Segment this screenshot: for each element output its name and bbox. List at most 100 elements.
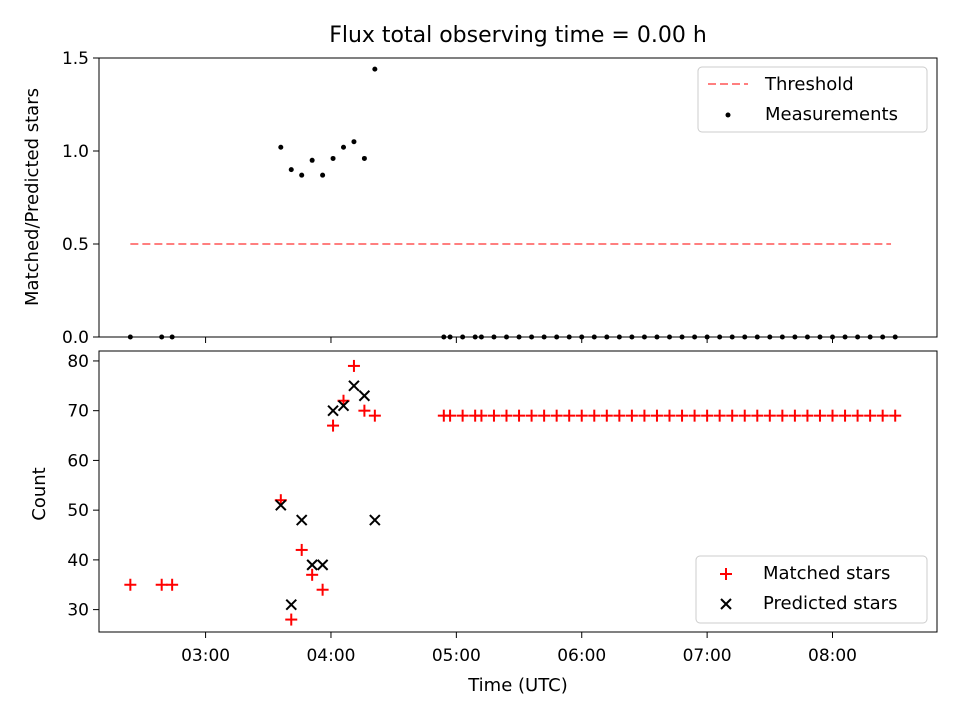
matched-star-point — [713, 409, 726, 422]
threshold-legend-label: Threshold — [764, 74, 854, 95]
matched-star-point — [487, 409, 500, 422]
matched-star-point — [701, 409, 714, 422]
bottom-x-tick-label: 04:00 — [306, 646, 355, 666]
matched-star-point — [663, 409, 676, 422]
predicted-star-point — [358, 390, 371, 402]
matched-star-point — [525, 409, 538, 422]
matched-legend-swatch — [720, 568, 732, 580]
top-y-tick-label: 1.5 — [62, 49, 89, 69]
bottom-x-tick-label: 08:00 — [808, 646, 857, 666]
matched-star-point — [456, 409, 469, 422]
matched-star-point — [650, 409, 663, 422]
predicted-star-point — [296, 514, 308, 526]
bottom-x-ticks: 03:00 04:00 05:00 06:00 07:00 08:00 — [181, 632, 857, 666]
predicted-star-point — [275, 499, 287, 511]
top-y-tick-label: 1.0 — [62, 142, 89, 162]
matched-legend-label: Matched stars — [763, 563, 890, 584]
matched-star-point — [513, 409, 526, 422]
matched-star-point — [563, 409, 576, 422]
bottom-x-tick-label: 06:00 — [557, 646, 606, 666]
bottom-y-tick-label: 60 — [67, 451, 89, 471]
top-y-ticks: 0.0 0.5 1.0 1.5 — [62, 49, 99, 348]
bottom-y-tick-label: 80 — [67, 352, 89, 372]
bottom-x-tick-label: 03:00 — [181, 646, 230, 666]
predicted-star-point — [348, 380, 360, 392]
predicted-legend-label: Predicted stars — [763, 593, 897, 614]
matched-star-point — [600, 409, 613, 422]
matched-star-point — [776, 409, 789, 422]
measurements-legend-swatch — [725, 112, 731, 118]
matched-star-point — [688, 409, 701, 422]
matched-star-point — [638, 409, 651, 422]
bottom-axes-frame — [98, 350, 938, 633]
matched-star-point — [347, 359, 360, 372]
measurement-point — [351, 139, 357, 145]
matched-star-point — [444, 409, 457, 422]
matched-star-point — [316, 583, 329, 596]
measurement-point — [330, 155, 336, 161]
matched-star-point — [876, 409, 889, 422]
bottom-y-tick-label: 50 — [67, 501, 89, 521]
matched-star-point — [538, 409, 551, 422]
bottom-y-ticks: 30 40 50 60 70 80 — [67, 352, 99, 621]
matched-star-point — [155, 578, 168, 591]
top-legend-frame — [697, 66, 928, 133]
bottom-y-tick-label: 30 — [67, 601, 89, 621]
matched-star-point — [358, 404, 371, 417]
predicted-star-point — [369, 514, 381, 526]
top-y-axis-label: Matched/Predicted stars — [22, 88, 43, 306]
measurement-point — [361, 155, 367, 161]
matched-star-point — [738, 409, 751, 422]
matched-star-point — [826, 409, 839, 422]
matched-star-point — [801, 409, 814, 422]
matched-star-point — [839, 409, 852, 422]
bottom-y-axis-label: Count — [29, 467, 50, 520]
matched-star-point — [575, 409, 588, 422]
matched-star-point — [676, 409, 689, 422]
matched-star-point — [751, 409, 764, 422]
predicted-star-point — [316, 559, 329, 571]
bottom-panel: 30 40 50 60 70 80 03:00 04:00 05:00 06:00 07:00 08… — [29, 350, 938, 696]
matched-star-point — [166, 578, 179, 591]
matched-star-point — [889, 409, 902, 422]
measurements-legend-label: Measurements — [765, 104, 898, 125]
figure-title: Flux total observing time = 0.00 h — [329, 23, 707, 48]
matched-star-point — [588, 409, 601, 422]
matched-star-point — [368, 409, 381, 422]
bottom-plot-area — [124, 359, 902, 626]
matched-star-point — [864, 409, 877, 422]
measurement-point — [299, 172, 305, 178]
measurement-point — [372, 66, 378, 72]
top-panel: 0.0 0.5 1.0 1.5 Matched/Predicted stars Thr… — [22, 49, 938, 348]
bottom-y-tick-label: 70 — [67, 402, 89, 422]
matched-star-point — [763, 409, 776, 422]
predicted-legend-swatch — [720, 598, 732, 610]
top-y-tick-label: 0.0 — [62, 328, 89, 348]
matched-star-point — [726, 409, 739, 422]
bottom-y-tick-label: 40 — [67, 551, 89, 571]
measurement-point — [309, 157, 315, 163]
matched-star-point — [500, 409, 513, 422]
matched-star-point — [295, 543, 308, 556]
top-legend: Threshold Measurements — [697, 66, 928, 133]
matched-star-point — [285, 613, 298, 626]
matched-star-point — [327, 419, 340, 432]
matched-star-point — [613, 409, 626, 422]
predicted-star-point — [327, 404, 339, 417]
x-axis-label: Time (UTC) — [467, 675, 568, 696]
measurement-point — [288, 167, 294, 173]
bottom-legend: Matched stars Predicted stars — [695, 555, 928, 624]
measurement-point — [278, 144, 284, 150]
bottom-x-tick-label: 07:00 — [683, 646, 732, 666]
top-y-tick-label: 0.5 — [62, 235, 89, 255]
matched-star-point — [306, 568, 319, 581]
top-x-ticks — [205, 337, 834, 343]
matched-star-point — [475, 409, 488, 422]
measurement-point — [320, 172, 326, 178]
predicted-star-point — [285, 598, 297, 611]
bottom-x-tick-label: 05:00 — [432, 646, 481, 666]
matched-star-point — [550, 409, 563, 422]
matched-star-point — [788, 409, 801, 422]
matched-star-point — [124, 578, 137, 591]
